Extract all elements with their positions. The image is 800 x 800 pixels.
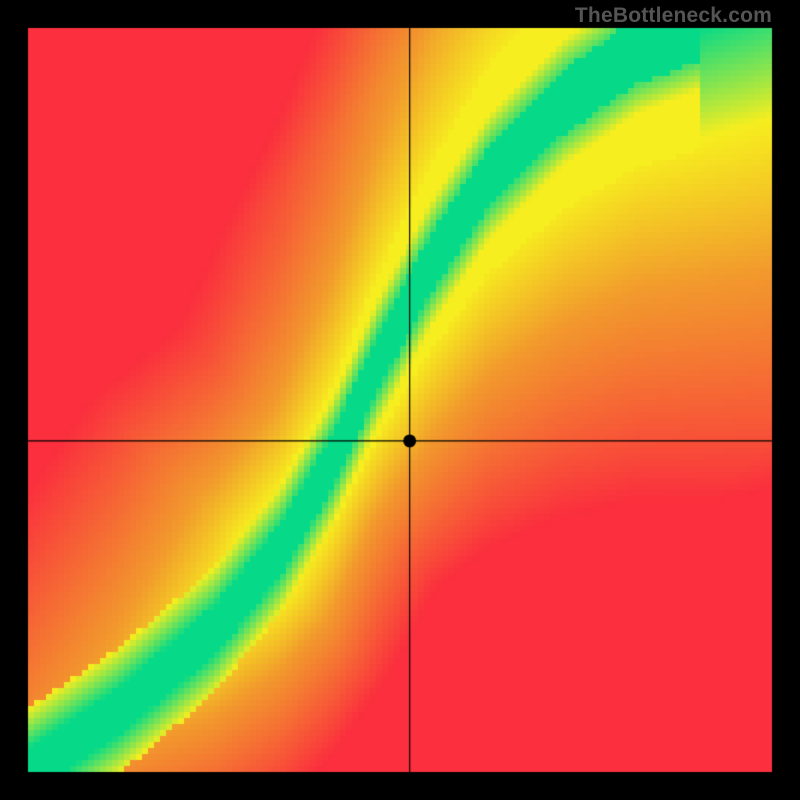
chart-black-frame [0,0,800,800]
chart-container: TheBottleneck.com [0,0,800,800]
attribution-label: TheBottleneck.com [575,4,772,28]
crosshair-overlay [0,0,800,800]
